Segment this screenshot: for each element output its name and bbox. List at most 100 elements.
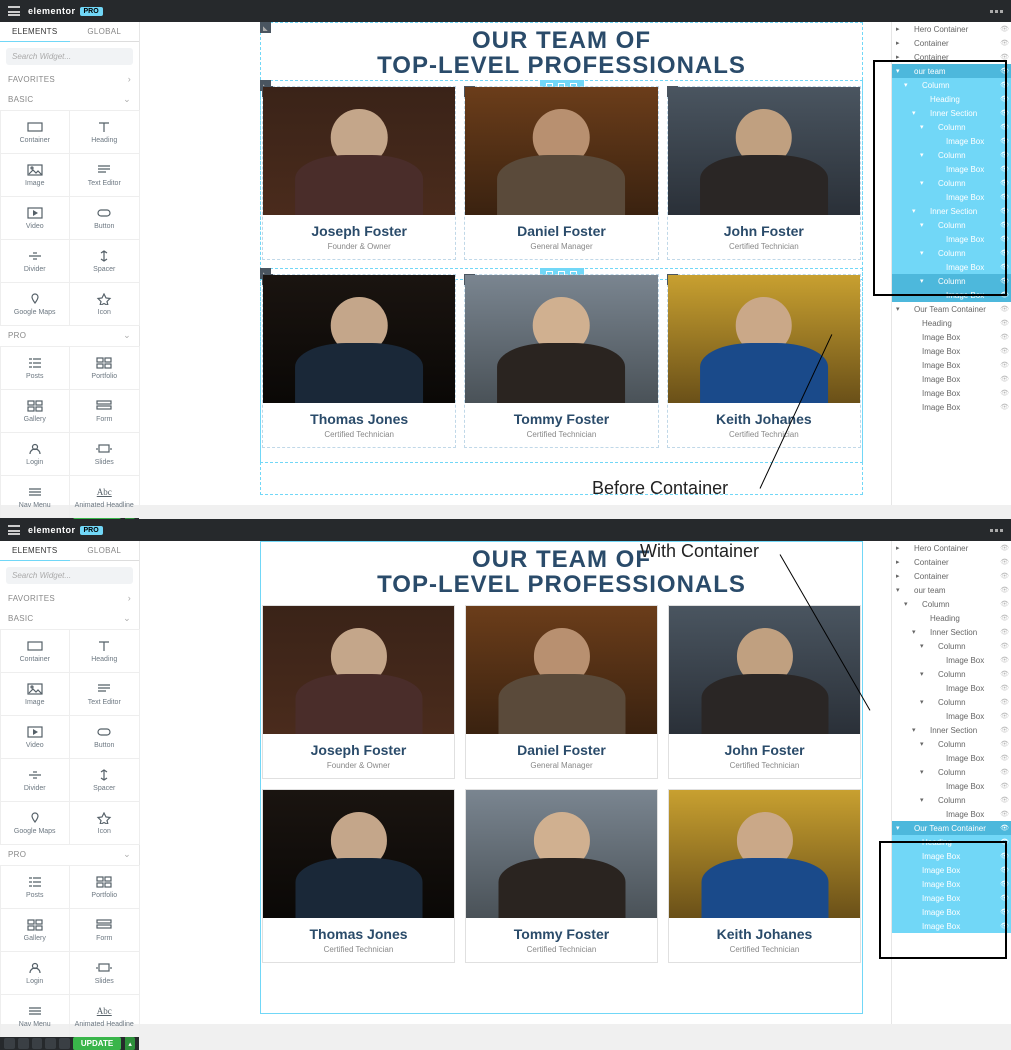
visibility-icon[interactable]: 👁 (1000, 908, 1009, 916)
nav-item-image-box[interactable]: Image Box👁 (892, 372, 1011, 386)
nav-item-image-box[interactable]: Image Box👁 (892, 877, 1011, 891)
widget-animated-headline[interactable]: AbcAnimated Headline (69, 994, 140, 1038)
search-input[interactable]: Search Widget... (6, 567, 133, 584)
visibility-icon[interactable]: 👁 (1000, 824, 1009, 832)
nav-item-image-box[interactable]: Image Box👁 (892, 751, 1011, 765)
visibility-icon[interactable]: 👁 (1000, 249, 1009, 257)
visibility-icon[interactable]: 👁 (1000, 39, 1009, 47)
nav-item-image-box[interactable]: Image Box👁 (892, 863, 1011, 877)
widget-spacer[interactable]: Spacer (69, 758, 140, 802)
team-card[interactable]: Tommy Foster Certified Technician (464, 274, 658, 448)
search-input[interactable]: Search Widget... (6, 48, 133, 65)
editor-canvas[interactable]: OUR TEAM OFTOP-LEVEL PROFESSIONALS Josep… (140, 519, 891, 1024)
nav-item-our-team[interactable]: ▾our team👁 (892, 64, 1011, 78)
nav-item-image-box[interactable]: Image Box👁 (892, 330, 1011, 344)
visibility-icon[interactable]: 👁 (1000, 572, 1009, 580)
update-caret[interactable]: ▴ (125, 1037, 135, 1050)
edit-handle-icon[interactable] (260, 22, 271, 33)
widget-google-maps[interactable]: Google Maps (0, 282, 70, 326)
widget-portfolio[interactable]: Portfolio (69, 865, 140, 909)
visibility-icon[interactable]: 👁 (1000, 151, 1009, 159)
widget-text-editor[interactable]: Text Editor (69, 672, 140, 716)
nav-item-column[interactable]: ▾Column👁 (892, 667, 1011, 681)
nav-item-image-box[interactable]: Image Box👁 (892, 288, 1011, 302)
nav-item-column[interactable]: ▾Column👁 (892, 639, 1011, 653)
revisions-icon[interactable] (18, 1038, 29, 1049)
team-card[interactable]: Joseph Foster Founder & Owner (262, 86, 456, 260)
visibility-icon[interactable]: 👁 (1000, 754, 1009, 762)
nav-item-image-box[interactable]: Image Box👁 (892, 709, 1011, 723)
nav-item-column[interactable]: ▾Column👁 (892, 737, 1011, 751)
widget-divider[interactable]: Divider (0, 239, 70, 283)
navigator-tree[interactable]: ▸Hero Container👁▸Container👁▸Container👁▾o… (892, 22, 1011, 505)
nav-item-image-box[interactable]: Image Box👁 (892, 358, 1011, 372)
visibility-icon[interactable]: 👁 (1000, 768, 1009, 776)
nav-item-our-team-container[interactable]: ▾Our Team Container👁 (892, 821, 1011, 835)
section-favorites[interactable]: FAVORITES› (0, 69, 139, 89)
visibility-icon[interactable]: 👁 (1000, 894, 1009, 902)
nav-item-heading[interactable]: Heading👁 (892, 316, 1011, 330)
visibility-icon[interactable]: 👁 (1000, 782, 1009, 790)
menu-icon[interactable] (8, 6, 20, 16)
team-card[interactable]: Keith Johanes Certified Technician (667, 274, 861, 448)
preview-icon[interactable] (59, 1038, 70, 1049)
section-favorites[interactable]: FAVORITES› (0, 588, 139, 608)
nav-item-inner-section[interactable]: ▾Inner Section👁 (892, 625, 1011, 639)
visibility-icon[interactable]: 👁 (1000, 193, 1009, 201)
nav-item-hero-container[interactable]: ▸Hero Container👁 (892, 541, 1011, 555)
section-basic[interactable]: BASIC⌄ (0, 608, 139, 629)
widget-gallery[interactable]: Gallery (0, 389, 70, 433)
nav-item-heading[interactable]: Heading👁 (892, 611, 1011, 625)
widget-button[interactable]: Button (69, 715, 140, 759)
visibility-icon[interactable]: 👁 (1000, 347, 1009, 355)
nav-item-image-box[interactable]: Image Box👁 (892, 779, 1011, 793)
team-card[interactable]: John Foster Certified Technician (668, 605, 861, 779)
editor-canvas[interactable]: OUR TEAM OFTOP-LEVEL PROFESSIONALS Josep… (140, 0, 891, 505)
apps-icon[interactable] (990, 10, 1003, 13)
team-card[interactable]: Keith Johanes Certified Technician (668, 789, 861, 963)
nav-item-column[interactable]: ▾Column👁 (892, 765, 1011, 779)
visibility-icon[interactable]: 👁 (1000, 333, 1009, 341)
nav-item-column[interactable]: ▾Column👁 (892, 246, 1011, 260)
nav-item-image-box[interactable]: Image Box👁 (892, 400, 1011, 414)
nav-item-column[interactable]: ▾Column👁 (892, 176, 1011, 190)
visibility-icon[interactable]: 👁 (1000, 810, 1009, 818)
menu-icon[interactable] (8, 525, 20, 535)
visibility-icon[interactable]: 👁 (1000, 53, 1009, 61)
visibility-icon[interactable]: 👁 (1000, 67, 1009, 75)
visibility-icon[interactable]: 👁 (1000, 600, 1009, 608)
visibility-icon[interactable]: 👁 (1000, 698, 1009, 706)
nav-item-inner-section[interactable]: ▾Inner Section👁 (892, 106, 1011, 120)
visibility-icon[interactable]: 👁 (1000, 221, 1009, 229)
visibility-icon[interactable]: 👁 (1000, 25, 1009, 33)
visibility-icon[interactable]: 👁 (1000, 403, 1009, 411)
visibility-icon[interactable]: 👁 (1000, 123, 1009, 131)
visibility-icon[interactable]: 👁 (1000, 642, 1009, 650)
nav-item-column[interactable]: ▾Column👁 (892, 120, 1011, 134)
update-button[interactable]: UPDATE (73, 1037, 121, 1050)
visibility-icon[interactable]: 👁 (1000, 544, 1009, 552)
widget-video[interactable]: Video (0, 196, 70, 240)
visibility-icon[interactable]: 👁 (1000, 684, 1009, 692)
team-card[interactable]: Tommy Foster Certified Technician (465, 789, 658, 963)
visibility-icon[interactable]: 👁 (1000, 95, 1009, 103)
visibility-icon[interactable]: 👁 (1000, 922, 1009, 930)
nav-item-heading[interactable]: Heading👁 (892, 92, 1011, 106)
visibility-icon[interactable]: 👁 (1000, 263, 1009, 271)
visibility-icon[interactable]: 👁 (1000, 361, 1009, 369)
nav-item-image-box[interactable]: Image Box👁 (892, 344, 1011, 358)
visibility-icon[interactable]: 👁 (1000, 852, 1009, 860)
nav-item-image-box[interactable]: Image Box👁 (892, 653, 1011, 667)
widget-heading[interactable]: Heading (69, 110, 140, 154)
nav-item-column[interactable]: ▾Column👁 (892, 274, 1011, 288)
nav-item-column[interactable]: ▾Column👁 (892, 148, 1011, 162)
team-card[interactable]: Daniel Foster General Manager (465, 605, 658, 779)
nav-item-hero-container[interactable]: ▸Hero Container👁 (892, 22, 1011, 36)
visibility-icon[interactable]: 👁 (1000, 235, 1009, 243)
widget-nav-menu[interactable]: Nav Menu (0, 475, 70, 519)
widget-container[interactable]: Container (0, 629, 70, 673)
nav-item-image-box[interactable]: Image Box👁 (892, 681, 1011, 695)
history-icon[interactable] (32, 1038, 43, 1049)
visibility-icon[interactable]: 👁 (1000, 137, 1009, 145)
widget-posts[interactable]: Posts (0, 865, 70, 909)
